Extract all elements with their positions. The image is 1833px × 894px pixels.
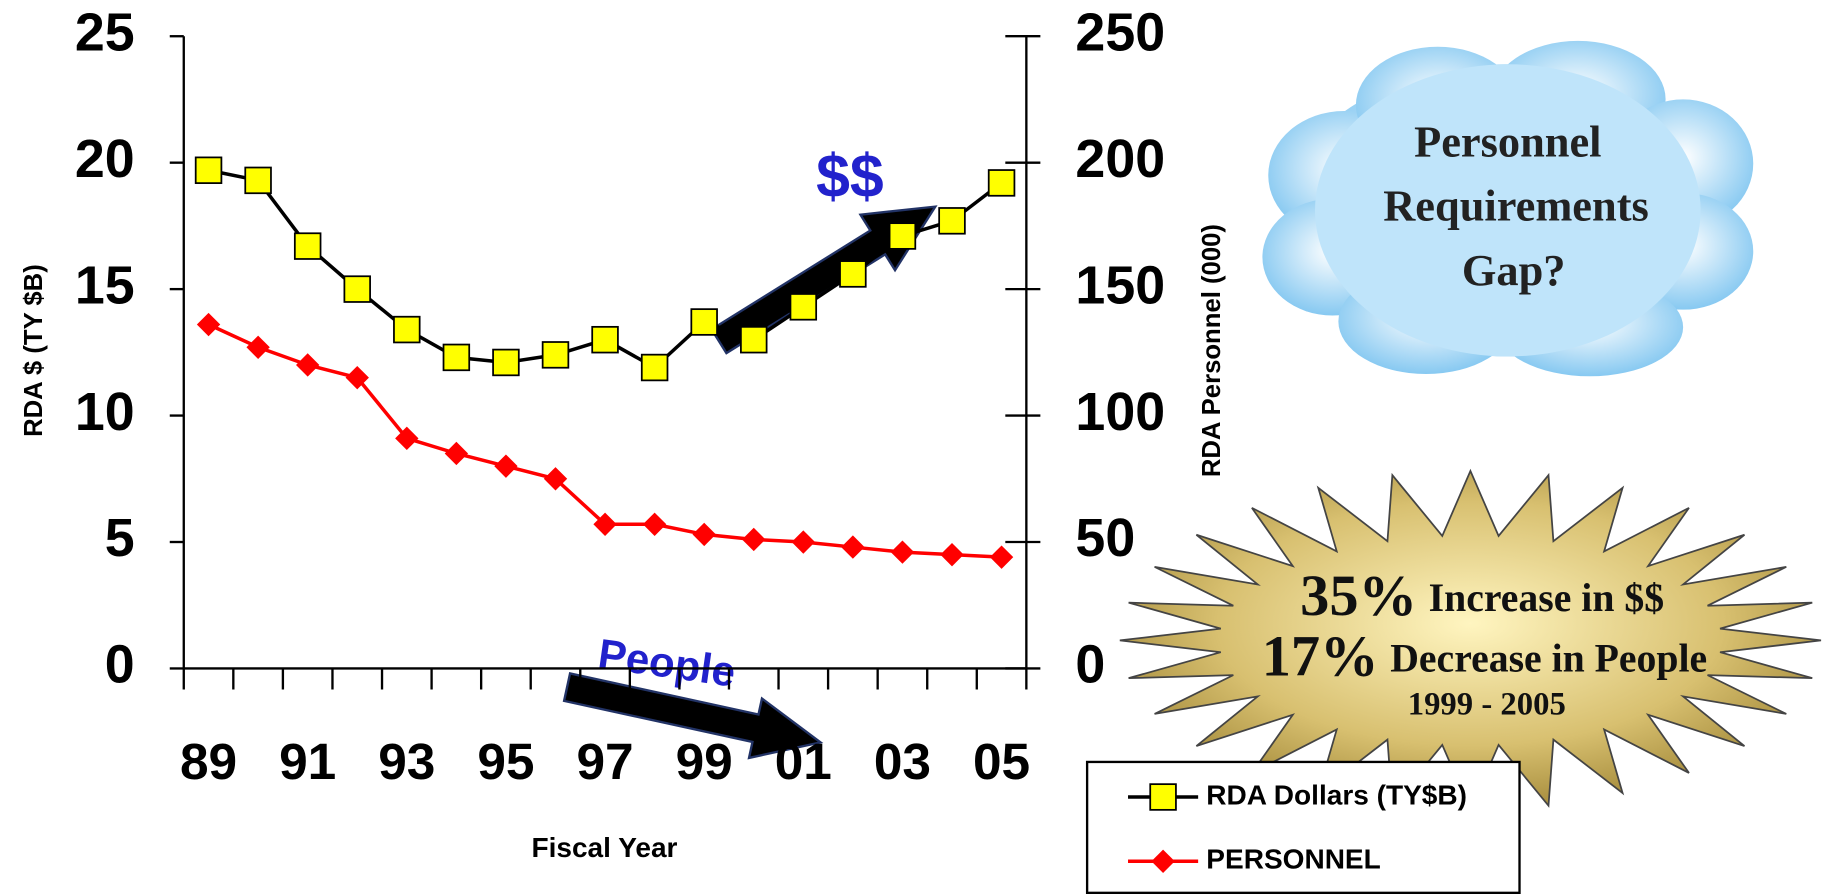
marker: [841, 535, 865, 559]
marker: [492, 348, 520, 377]
y-tick-label: 5: [105, 508, 135, 568]
marker: [789, 293, 818, 321]
x-tick-label: 95: [477, 732, 534, 790]
y-tick-label: 10: [75, 382, 135, 442]
marker: [442, 343, 471, 372]
star-text: Decrease in People: [1390, 637, 1707, 681]
y2-tick-label: 100: [1075, 382, 1165, 442]
y2-tick-label: 0: [1075, 635, 1105, 695]
marker: [593, 512, 617, 536]
y-tick-label: 20: [75, 129, 135, 189]
marker: [444, 441, 469, 466]
y2-tick-label: 200: [1075, 129, 1165, 189]
y2-axis-label: RDA Personnel (000): [1198, 224, 1226, 477]
marker: [888, 222, 917, 250]
marker: [839, 260, 867, 288]
marker: [640, 353, 669, 382]
marker: [194, 156, 223, 184]
y-tick-label: 0: [105, 635, 135, 695]
marker: [938, 207, 966, 235]
marker: [791, 530, 816, 554]
marker: [541, 341, 570, 369]
star-number: 17%: [1262, 624, 1379, 689]
marker: [591, 325, 619, 354]
marker: [393, 315, 421, 344]
x-tick-label: 05: [973, 732, 1030, 790]
marker: [690, 308, 718, 336]
star-number: 35%: [1300, 563, 1417, 628]
legend-marker: [1149, 783, 1177, 811]
marker: [295, 353, 320, 377]
marker: [692, 522, 716, 547]
cloud-text: Personnel: [1414, 116, 1601, 166]
x-axis-label: Fiscal Year: [531, 832, 677, 863]
y2-tick-label: 250: [1075, 2, 1165, 62]
x-tick-label: 89: [180, 732, 237, 790]
marker: [343, 275, 371, 303]
marker: [742, 527, 766, 552]
cloud-shape: [1262, 40, 1754, 377]
marker: [642, 512, 667, 536]
x-tick-label: 03: [874, 732, 931, 790]
y-tick-label: 15: [75, 255, 135, 315]
marker: [543, 467, 568, 491]
x-tick-label: 93: [378, 732, 435, 790]
marker: [989, 545, 1014, 569]
marker: [246, 335, 270, 359]
marker: [196, 312, 221, 337]
star-text: 1999 - 2005: [1408, 687, 1566, 723]
y2-tick-label: 50: [1075, 508, 1135, 568]
marker: [395, 426, 419, 451]
y2-tick-label: 150: [1075, 255, 1165, 315]
star-line: 35% Increase in $$: [1300, 563, 1664, 628]
marker: [494, 454, 518, 478]
x-tick-label: 91: [279, 732, 336, 790]
star-text: Increase in $$: [1429, 576, 1664, 620]
marker: [890, 540, 915, 564]
cloud-text: Requirements: [1383, 181, 1648, 231]
x-tick-label: 99: [676, 732, 733, 790]
marker: [244, 166, 272, 195]
marker: [940, 542, 964, 567]
marker: [987, 169, 1016, 197]
star-line: 17% Decrease in People: [1262, 624, 1707, 689]
cloud-text: Gap?: [1462, 245, 1566, 295]
marker: [345, 365, 369, 390]
x-tick-label: 01: [775, 732, 832, 790]
legend-marker: [1151, 849, 1175, 873]
marker: [293, 232, 322, 260]
y-axis-label: RDA $ (TY $B): [20, 264, 48, 437]
legend-label: RDA Dollars (TY$B): [1206, 779, 1467, 810]
people-arrow-shape: [562, 672, 824, 760]
marker: [740, 325, 768, 354]
x-tick-label: 97: [576, 732, 633, 790]
y-tick-label: 25: [75, 2, 135, 62]
legend-label: PERSONNEL: [1206, 844, 1380, 875]
dollars-annotation: $$: [816, 142, 884, 210]
